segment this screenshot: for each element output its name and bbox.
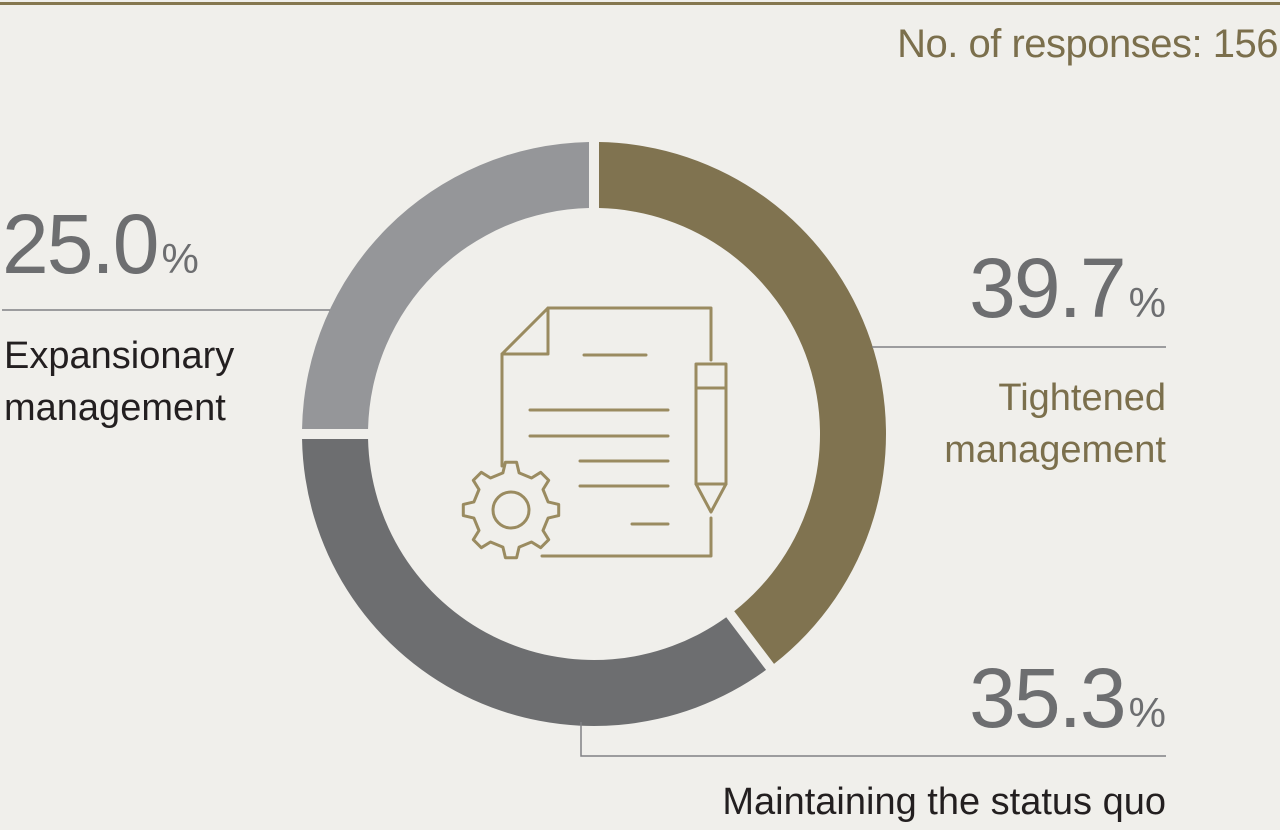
tightened-label: Tightened management (944, 377, 1166, 471)
responses-count: No. of responses: 156 (897, 22, 1278, 66)
tightened-percentage: 39.7% (969, 241, 1166, 335)
slice-tightened (598, 142, 886, 664)
slice-status-quo (302, 438, 767, 726)
leader-line-status-quo (580, 722, 1166, 757)
status-quo-label: Maintaining the status quo (722, 781, 1166, 823)
top-rule (0, 2, 1280, 5)
slice-expansionary (302, 142, 590, 430)
expansionary-percentage: 25.0% (2, 197, 199, 291)
expansionary-label: Expansionary management (4, 335, 235, 429)
status-quo-percentage: 35.3% (969, 651, 1166, 745)
document-gear-pencil-icon (461, 306, 728, 560)
